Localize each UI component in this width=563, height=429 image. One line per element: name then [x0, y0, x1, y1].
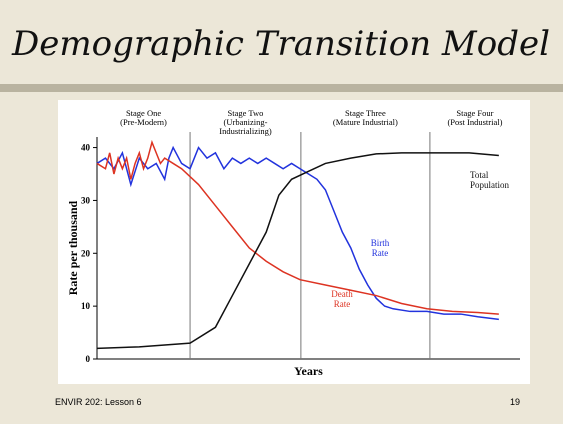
series-label: Total — [470, 170, 489, 180]
stage-label: Stage Three — [345, 108, 386, 118]
y-tick-label: 30 — [81, 195, 91, 205]
series-label: Population — [470, 180, 510, 190]
y-axis-label: Rate per thousand — [66, 200, 80, 295]
series-label: Rate — [334, 299, 351, 309]
series-line — [96, 145, 499, 321]
stage-label: Stage One — [126, 108, 161, 118]
y-tick-label: 20 — [81, 248, 91, 258]
stage-label: Stage Four — [456, 108, 493, 118]
stage-label: (Post Industrial) — [447, 117, 502, 127]
title-bar — [0, 84, 563, 92]
stage-label: Industrializing) — [219, 126, 272, 136]
y-tick-label: 10 — [81, 301, 91, 311]
y-tick-label: 0 — [86, 354, 91, 364]
footer-left: ENVIR 202: Lesson 6 — [55, 397, 142, 407]
series-label: Birth — [371, 238, 390, 248]
chart-box — [58, 100, 530, 384]
stage-label: (Mature Industrial) — [333, 117, 398, 127]
stage-label: Stage Two — [228, 108, 264, 118]
stage-label: (Pre-Modern) — [120, 117, 167, 127]
series-label: Death — [331, 289, 353, 299]
stage-label: (Urbanizing- — [224, 117, 268, 127]
page-number: 19 — [510, 397, 520, 407]
series-line — [96, 152, 499, 350]
slide-title: Demographic Transition Model — [11, 24, 550, 64]
y-tick-label: 40 — [81, 143, 91, 153]
series-line — [96, 139, 499, 315]
x-axis-label: Years — [294, 364, 323, 378]
series-label: Rate — [372, 248, 389, 258]
